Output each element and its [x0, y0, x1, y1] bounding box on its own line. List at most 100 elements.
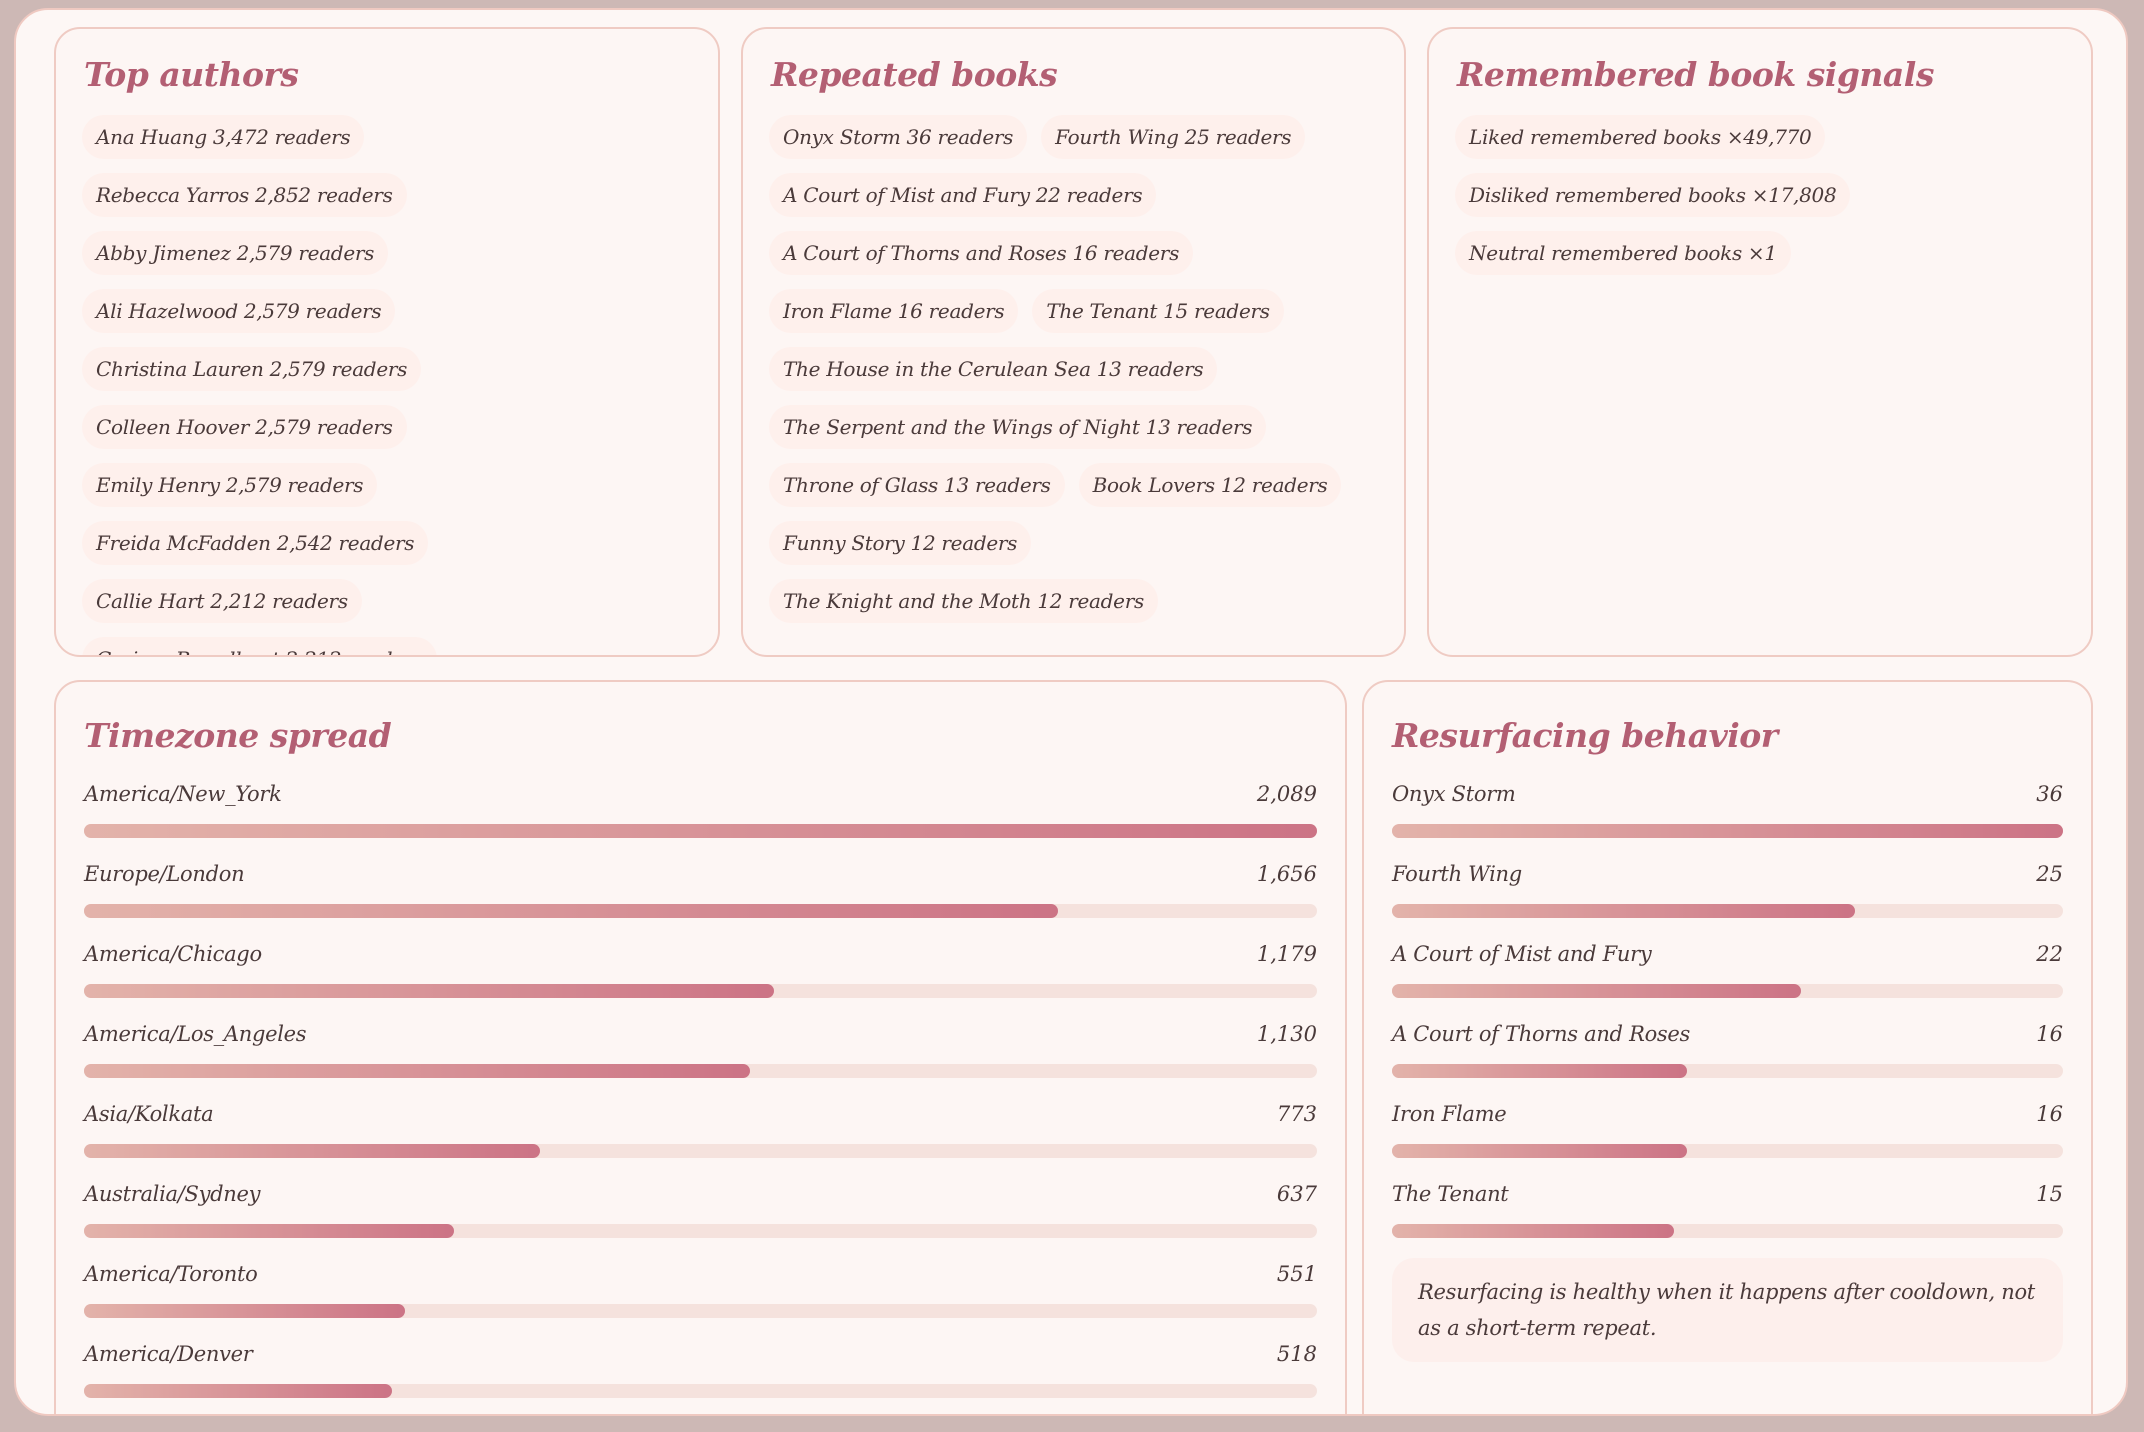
book-label: The Tenant	[1392, 1182, 1509, 1206]
book-chip: The Tenant 15 readers	[1032, 289, 1284, 333]
book-value: 36	[2036, 782, 2063, 806]
timezone-bar-row: America/Chicago 1,179	[84, 938, 1317, 1018]
timezone-label: America/Toronto	[84, 1262, 258, 1286]
book-label: A Court of Mist and Fury	[1392, 942, 1652, 966]
bar-fill	[1392, 1224, 1674, 1238]
timezone-spread-card: Timezone spread America/New_York 2,089 E…	[54, 680, 1347, 1414]
author-chip: Colleen Hoover 2,579 readers	[82, 405, 407, 449]
author-chip: Ali Hazelwood 2,579 readers	[82, 289, 396, 333]
bar-track	[1392, 1064, 2063, 1078]
bar-track	[1392, 1144, 2063, 1158]
timezone-bar-row: America/Toronto 551	[84, 1258, 1317, 1338]
timezone-bar-row: America/Denver 518	[84, 1338, 1317, 1414]
bar-track	[1392, 904, 2063, 918]
author-chip: Christina Lauren 2,579 readers	[82, 347, 422, 391]
timezone-value: 1,656	[1256, 862, 1317, 886]
timezone-value: 1,130	[1256, 1022, 1317, 1046]
bar-fill	[84, 1304, 405, 1318]
signal-chip-disliked: Disliked remembered books ×17,808	[1455, 173, 1851, 217]
repeated-books-card: Repeated books Onyx Storm 36 readers Four…	[741, 27, 1406, 657]
author-chip: Carissa Broadbent2,212 readers	[82, 637, 437, 655]
bar-fill	[84, 1384, 393, 1398]
timezone-label: America/Denver	[84, 1342, 253, 1366]
timezone-bar-row: America/New_York 2,089	[84, 778, 1317, 858]
book-chip: Throne of Glass 13 readers	[769, 463, 1065, 507]
dashboard-frame: Top authors Ana Huang 3,472 readers Rebec…	[14, 8, 2128, 1416]
top-authors-card: Top authors Ana Huang 3,472 readers Rebec…	[54, 27, 720, 657]
signal-chip-liked: Liked remembered books ×49,770	[1455, 115, 1826, 159]
timezone-bar-row: Asia/Kolkata 773	[84, 1098, 1317, 1178]
timezone-bar-list: America/New_York 2,089 Europe/London 1,6…	[84, 778, 1317, 1414]
top-authors-list: Ana Huang 3,472 readers Rebecca Yarros 2,8…	[82, 115, 702, 655]
book-chip: The Knight and the Moth 12 readers	[769, 579, 1158, 623]
timezone-label: Australia/Sydney	[84, 1182, 261, 1206]
book-chip: Onyx Storm 36 readers	[769, 115, 1028, 159]
book-chip: Book Lovers 12 readers	[1078, 463, 1342, 507]
bar-fill	[84, 984, 775, 998]
timezone-label: America/Los_Angeles	[84, 1022, 307, 1046]
resurfacing-bar-row: A Court of Mist and Fury 22	[1392, 938, 2063, 1018]
bar-track	[84, 984, 1317, 998]
resurfacing-bar-row: Onyx Storm 36	[1392, 778, 2063, 858]
resurfacing-bar-list: Onyx Storm 36 Fourth Wing 25 A Court of …	[1392, 778, 2063, 1258]
author-chip: Rebecca Yarros 2,852 readers	[82, 173, 407, 217]
timezone-label: America/Chicago	[84, 942, 262, 966]
timezone-value: 637	[1276, 1182, 1317, 1206]
bar-fill	[84, 904, 1059, 918]
book-label: A Court of Thorns and Roses	[1392, 1022, 1691, 1046]
resurfacing-card: Resurfacing behavior Onyx Storm 36 Fourt…	[1362, 680, 2093, 1414]
bar-fill	[84, 1064, 750, 1078]
timezone-bar-row: Australia/Sydney 637	[84, 1178, 1317, 1258]
book-chip: Fourth Wing 25 readers	[1041, 115, 1306, 159]
bar-track	[84, 904, 1317, 918]
resurfacing-bar-row: The Tenant 15	[1392, 1178, 2063, 1258]
resurfacing-title: Resurfacing behavior	[1392, 716, 1778, 755]
book-chip: A Court of Mist and Fury 22 readers	[769, 173, 1157, 217]
bar-track	[84, 1144, 1317, 1158]
author-chip: Abby Jimenez 2,579 readers	[82, 231, 389, 275]
bar-fill	[84, 1144, 541, 1158]
book-value: 22	[2036, 942, 2063, 966]
author-chip: Callie Hart 2,212 readers	[82, 579, 362, 623]
resurfacing-bar-row: Iron Flame 16	[1392, 1098, 2063, 1178]
timezone-bar-row: Europe/London 1,656	[84, 858, 1317, 938]
bar-fill	[1392, 824, 2063, 838]
book-value: 25	[2036, 862, 2063, 886]
author-chip: Emily Henry 2,579 readers	[82, 463, 378, 507]
book-chip: Funny Story 12 readers	[769, 521, 1032, 565]
book-value: 16	[2036, 1102, 2063, 1126]
repeated-books-list: Onyx Storm 36 readers Fourth Wing 25 reade…	[769, 115, 1388, 623]
bar-fill	[1392, 1064, 1688, 1078]
timezone-label: Europe/London	[84, 862, 245, 886]
timezone-label: America/New_York	[84, 782, 282, 806]
timezone-value: 773	[1276, 1102, 1317, 1126]
bar-track	[84, 1224, 1317, 1238]
bar-track	[84, 1384, 1317, 1398]
book-label: Onyx Storm	[1392, 782, 1516, 806]
bar-track	[1392, 1224, 2063, 1238]
bar-track	[84, 1064, 1317, 1078]
remembered-signals-card: Remembered book signals Liked remembered…	[1427, 27, 2093, 657]
resurfacing-note: Resurfacing is healthy when it happens a…	[1392, 1258, 2063, 1362]
bar-track	[84, 1304, 1317, 1318]
resurfacing-bar-row: A Court of Thorns and Roses 16	[1392, 1018, 2063, 1098]
book-label: Fourth Wing	[1392, 862, 1522, 886]
timezone-value: 518	[1276, 1342, 1317, 1366]
bar-track	[84, 824, 1317, 838]
resurfacing-bar-row: Fourth Wing 25	[1392, 858, 2063, 938]
bar-track	[1392, 984, 2063, 998]
signal-chip-neutral: Neutral remembered books ×1	[1455, 231, 1791, 275]
timezone-value: 1,179	[1256, 942, 1317, 966]
timezone-value: 551	[1276, 1262, 1317, 1286]
book-value: 16	[2036, 1022, 2063, 1046]
bar-track	[1392, 824, 2063, 838]
timezone-spread-title: Timezone spread	[84, 716, 392, 755]
repeated-books-title: Repeated books	[771, 55, 1058, 94]
author-chip: Freida McFadden 2,542 readers	[82, 521, 429, 565]
bar-fill	[1392, 984, 1802, 998]
author-chip: Ana Huang 3,472 readers	[82, 115, 365, 159]
book-value: 15	[2036, 1182, 2063, 1206]
timezone-label: Asia/Kolkata	[84, 1102, 214, 1126]
remembered-signals-list: Liked remembered books ×49,770 Disliked r…	[1455, 115, 2075, 275]
timezone-value: 2,089	[1256, 782, 1317, 806]
